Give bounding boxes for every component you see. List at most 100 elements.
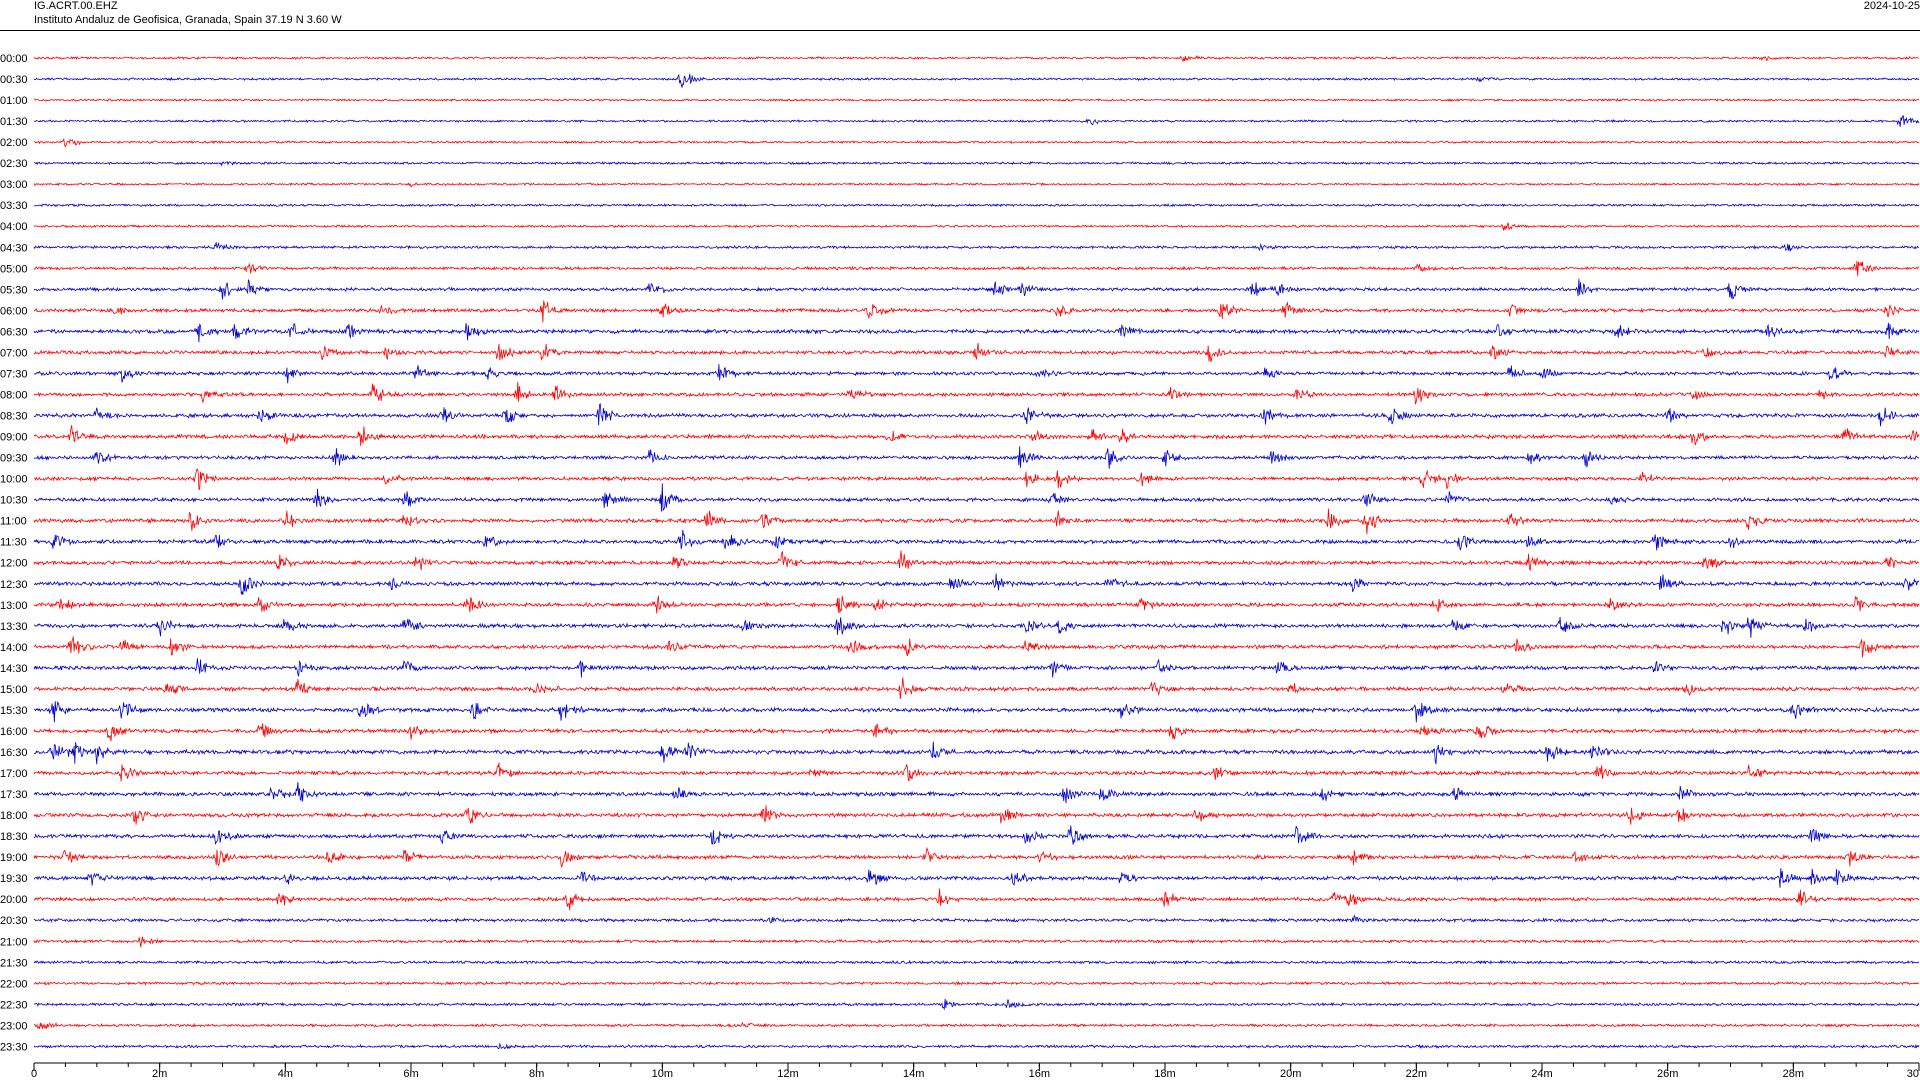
trace-row: 04:00 bbox=[0, 221, 1920, 233]
seismic-trace bbox=[33, 595, 1920, 614]
trace-row: 03:30 bbox=[0, 200, 1920, 212]
row-time-label: 18:00 bbox=[0, 810, 28, 822]
trace-row: 19:30 bbox=[0, 868, 1920, 888]
seismic-trace bbox=[33, 97, 1920, 103]
station-info: Instituto Andaluz de Geofisica, Granada,… bbox=[34, 14, 342, 26]
row-time-label: 06:00 bbox=[0, 305, 28, 317]
row-time-label: 12:30 bbox=[0, 579, 28, 591]
trace-row: 23:30 bbox=[0, 1041, 1920, 1053]
trace-row: 11:30 bbox=[0, 529, 1920, 551]
x-tick-label: 22m bbox=[1406, 1068, 1427, 1080]
trace-row: 15:00 bbox=[0, 677, 1920, 700]
trace-row: 09:00 bbox=[0, 425, 1920, 446]
trace-row: 06:30 bbox=[0, 322, 1920, 343]
trace-row: 17:30 bbox=[0, 781, 1920, 804]
x-tick-label: 30 bbox=[1907, 1068, 1919, 1080]
x-tick-label: 0 bbox=[31, 1068, 37, 1080]
trace-row: 12:00 bbox=[0, 550, 1920, 572]
seismic-trace bbox=[33, 762, 1920, 782]
row-time-label: 22:00 bbox=[0, 978, 28, 990]
row-time-label: 09:30 bbox=[0, 453, 28, 465]
seismic-trace bbox=[33, 550, 1920, 572]
x-tick-label: 2m bbox=[152, 1068, 167, 1080]
x-tick-label: 6m bbox=[403, 1068, 418, 1080]
trace-row: 08:30 bbox=[0, 403, 1920, 427]
seismic-trace bbox=[33, 658, 1920, 678]
seismic-trace bbox=[33, 468, 1919, 490]
seismic-trace bbox=[33, 508, 1920, 535]
trace-row: 18:30 bbox=[0, 825, 1920, 845]
row-time-label: 07:00 bbox=[0, 347, 28, 359]
row-time-label: 03:00 bbox=[0, 179, 28, 191]
seismic-trace bbox=[33, 677, 1920, 700]
trace-row: 05:30 bbox=[0, 278, 1920, 300]
seismic-trace bbox=[33, 446, 1920, 469]
seismic-trace bbox=[33, 868, 1920, 888]
date-label: 2024-10-25 bbox=[1863, 0, 1920, 12]
trace-row: 01:30 bbox=[0, 115, 1920, 128]
seismic-trace bbox=[33, 936, 1920, 948]
trace-row: 02:30 bbox=[0, 158, 1920, 170]
row-time-label: 19:00 bbox=[0, 852, 28, 864]
trace-row: 20:30 bbox=[0, 914, 1920, 927]
row-time-label: 16:30 bbox=[0, 747, 28, 759]
row-time-label: 16:00 bbox=[0, 726, 28, 738]
seismic-trace bbox=[33, 635, 1920, 658]
row-time-label: 18:30 bbox=[0, 831, 28, 843]
seismic-trace bbox=[33, 980, 1920, 986]
x-tick-label: 26m bbox=[1657, 1068, 1678, 1080]
trace-row: 11:00 bbox=[0, 508, 1920, 535]
trace-row: 14:30 bbox=[0, 658, 1920, 678]
seismic-trace bbox=[33, 998, 1920, 1011]
seismic-trace bbox=[33, 741, 1920, 765]
seismic-trace bbox=[33, 403, 1920, 427]
trace-row: 22:00 bbox=[0, 978, 1920, 990]
row-time-label: 23:30 bbox=[0, 1041, 28, 1053]
seismic-trace bbox=[33, 723, 1920, 742]
row-time-label: 02:30 bbox=[0, 158, 28, 170]
seismic-trace bbox=[33, 242, 1919, 252]
station-code: IG.ACRT.00.EHZ bbox=[34, 0, 118, 12]
trace-row: 04:30 bbox=[0, 242, 1919, 254]
trace-row: 22:30 bbox=[0, 998, 1920, 1011]
row-time-label: 17:30 bbox=[0, 789, 28, 801]
trace-row: 10:30 bbox=[0, 483, 1920, 512]
seismic-trace bbox=[33, 781, 1920, 804]
row-time-label: 13:00 bbox=[0, 600, 28, 612]
row-time-label: 05:30 bbox=[0, 284, 28, 296]
trace-row: 08:00 bbox=[0, 381, 1920, 405]
row-time-label: 20:00 bbox=[0, 894, 28, 906]
trace-row: 01:00 bbox=[0, 95, 1920, 107]
trace-row: 03:00 bbox=[0, 179, 1920, 191]
row-time-label: 07:30 bbox=[0, 368, 28, 380]
trace-row: 16:30 bbox=[0, 741, 1920, 765]
seismic-trace bbox=[33, 1042, 1920, 1050]
row-time-label: 09:00 bbox=[0, 432, 28, 444]
row-time-label: 13:30 bbox=[0, 621, 28, 633]
row-time-label: 15:00 bbox=[0, 684, 28, 696]
seismic-trace bbox=[33, 342, 1920, 362]
trace-row: 21:30 bbox=[0, 957, 1920, 969]
x-tick-label: 4m bbox=[278, 1068, 293, 1080]
row-time-label: 10:30 bbox=[0, 495, 28, 507]
trace-row: 06:00 bbox=[0, 300, 1920, 323]
row-time-label: 11:00 bbox=[0, 516, 27, 528]
trace-row: 18:00 bbox=[0, 805, 1920, 825]
x-tick-label: 10m bbox=[652, 1068, 673, 1080]
seismic-trace bbox=[33, 203, 1920, 208]
trace-row: 13:30 bbox=[0, 617, 1920, 638]
seismic-trace bbox=[33, 137, 1920, 148]
trace-row: 20:00 bbox=[0, 888, 1920, 911]
trace-row: 15:30 bbox=[0, 701, 1920, 723]
x-tick-label: 20m bbox=[1280, 1068, 1301, 1080]
trace-row: 07:00 bbox=[0, 342, 1920, 362]
trace-row: 02:00 bbox=[0, 137, 1920, 149]
row-time-label: 14:30 bbox=[0, 663, 28, 675]
seismic-trace bbox=[33, 322, 1920, 343]
trace-row: 09:30 bbox=[0, 446, 1920, 469]
row-time-label: 10:00 bbox=[0, 474, 28, 486]
seismic-trace bbox=[33, 364, 1920, 384]
seismic-trace bbox=[34, 573, 1920, 596]
trace-row: 12:30 bbox=[0, 573, 1920, 596]
seismic-trace bbox=[33, 846, 1920, 868]
